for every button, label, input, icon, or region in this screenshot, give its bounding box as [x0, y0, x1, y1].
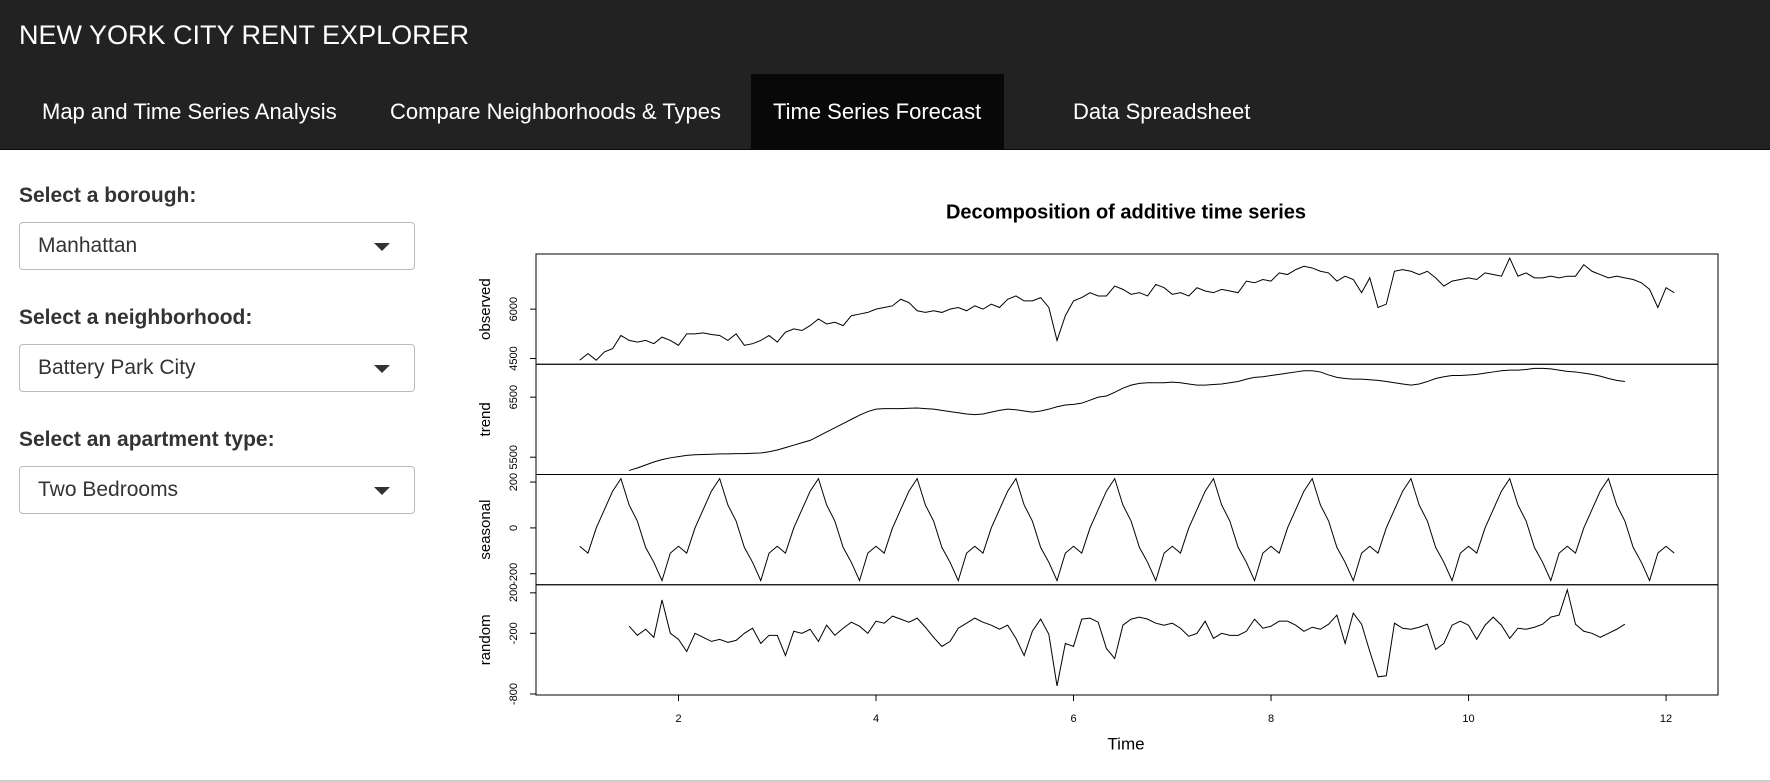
chart: Decomposition of additive time series Ti…	[477, 201, 1719, 753]
caret	[374, 243, 390, 251]
y-tick-label: -200	[508, 622, 520, 644]
nav-tab[interactable]: Time Series Forecast	[751, 74, 1004, 149]
select[interactable]: Two Bedrooms	[19, 466, 415, 514]
nav-tab[interactable]: Compare Neighborhoods & Types	[390, 99, 722, 124]
y-tick-label: -800	[508, 683, 520, 705]
caret	[374, 487, 390, 495]
footer-line	[0, 780, 1770, 782]
y-tick-label: -200	[508, 563, 520, 585]
select[interactable]: Battery Park City	[19, 344, 415, 392]
x-tick-label: 6	[1070, 713, 1076, 725]
app-title: NEW YORK CITY RENT EXPLORER	[19, 20, 470, 50]
y-tick-label: 200	[508, 473, 520, 491]
nav-tab[interactable]: Data Spreadsheet	[1073, 99, 1251, 124]
panel-frame	[535, 363, 1719, 475]
y-tick-label: 6000	[508, 297, 520, 321]
x-tick-label: 12	[1660, 713, 1672, 725]
chart-title: Decomposition of additive time series	[946, 201, 1306, 223]
y-tick-label: 6500	[508, 385, 520, 409]
x-tick-label: 2	[675, 713, 681, 725]
panel-frame	[535, 474, 1719, 586]
nav-tab[interactable]: Map and Time Series Analysis	[42, 99, 337, 124]
y-tick-label: 4500	[508, 346, 520, 370]
x-axis-label: Time	[1107, 734, 1144, 753]
caret	[374, 365, 390, 373]
panel-label: seasonal	[477, 500, 494, 560]
select-value: Manhattan	[38, 234, 138, 257]
x-tick-label: 8	[1268, 713, 1274, 725]
input-label: Select a borough:	[19, 184, 197, 207]
panel-frame	[535, 584, 1719, 696]
series-line	[579, 256, 1675, 361]
select-value: Two Bedrooms	[38, 478, 179, 501]
panel-label: trend	[477, 402, 494, 436]
series-line	[628, 367, 1625, 471]
x-tick-label: 4	[873, 713, 879, 725]
y-tick-label: 5500	[508, 445, 520, 469]
y-tick-label: 200	[508, 584, 520, 602]
y-tick-label: 0	[508, 525, 520, 531]
panel-label: observed	[477, 278, 494, 340]
input-label: Select a neighborhood:	[19, 306, 253, 329]
x-tick-label: 10	[1462, 713, 1474, 725]
input-label: Select an apartment type:	[19, 428, 275, 451]
select[interactable]: Manhattan	[19, 222, 415, 270]
series-line	[628, 587, 1626, 686]
series-line	[579, 477, 1675, 583]
select-value: Battery Park City	[38, 356, 196, 379]
panel-label: random	[477, 614, 494, 665]
navbar: NEW YORK CITY RENT EXPLORER Map and Time…	[0, 0, 1770, 150]
panel-frame	[535, 253, 1719, 365]
